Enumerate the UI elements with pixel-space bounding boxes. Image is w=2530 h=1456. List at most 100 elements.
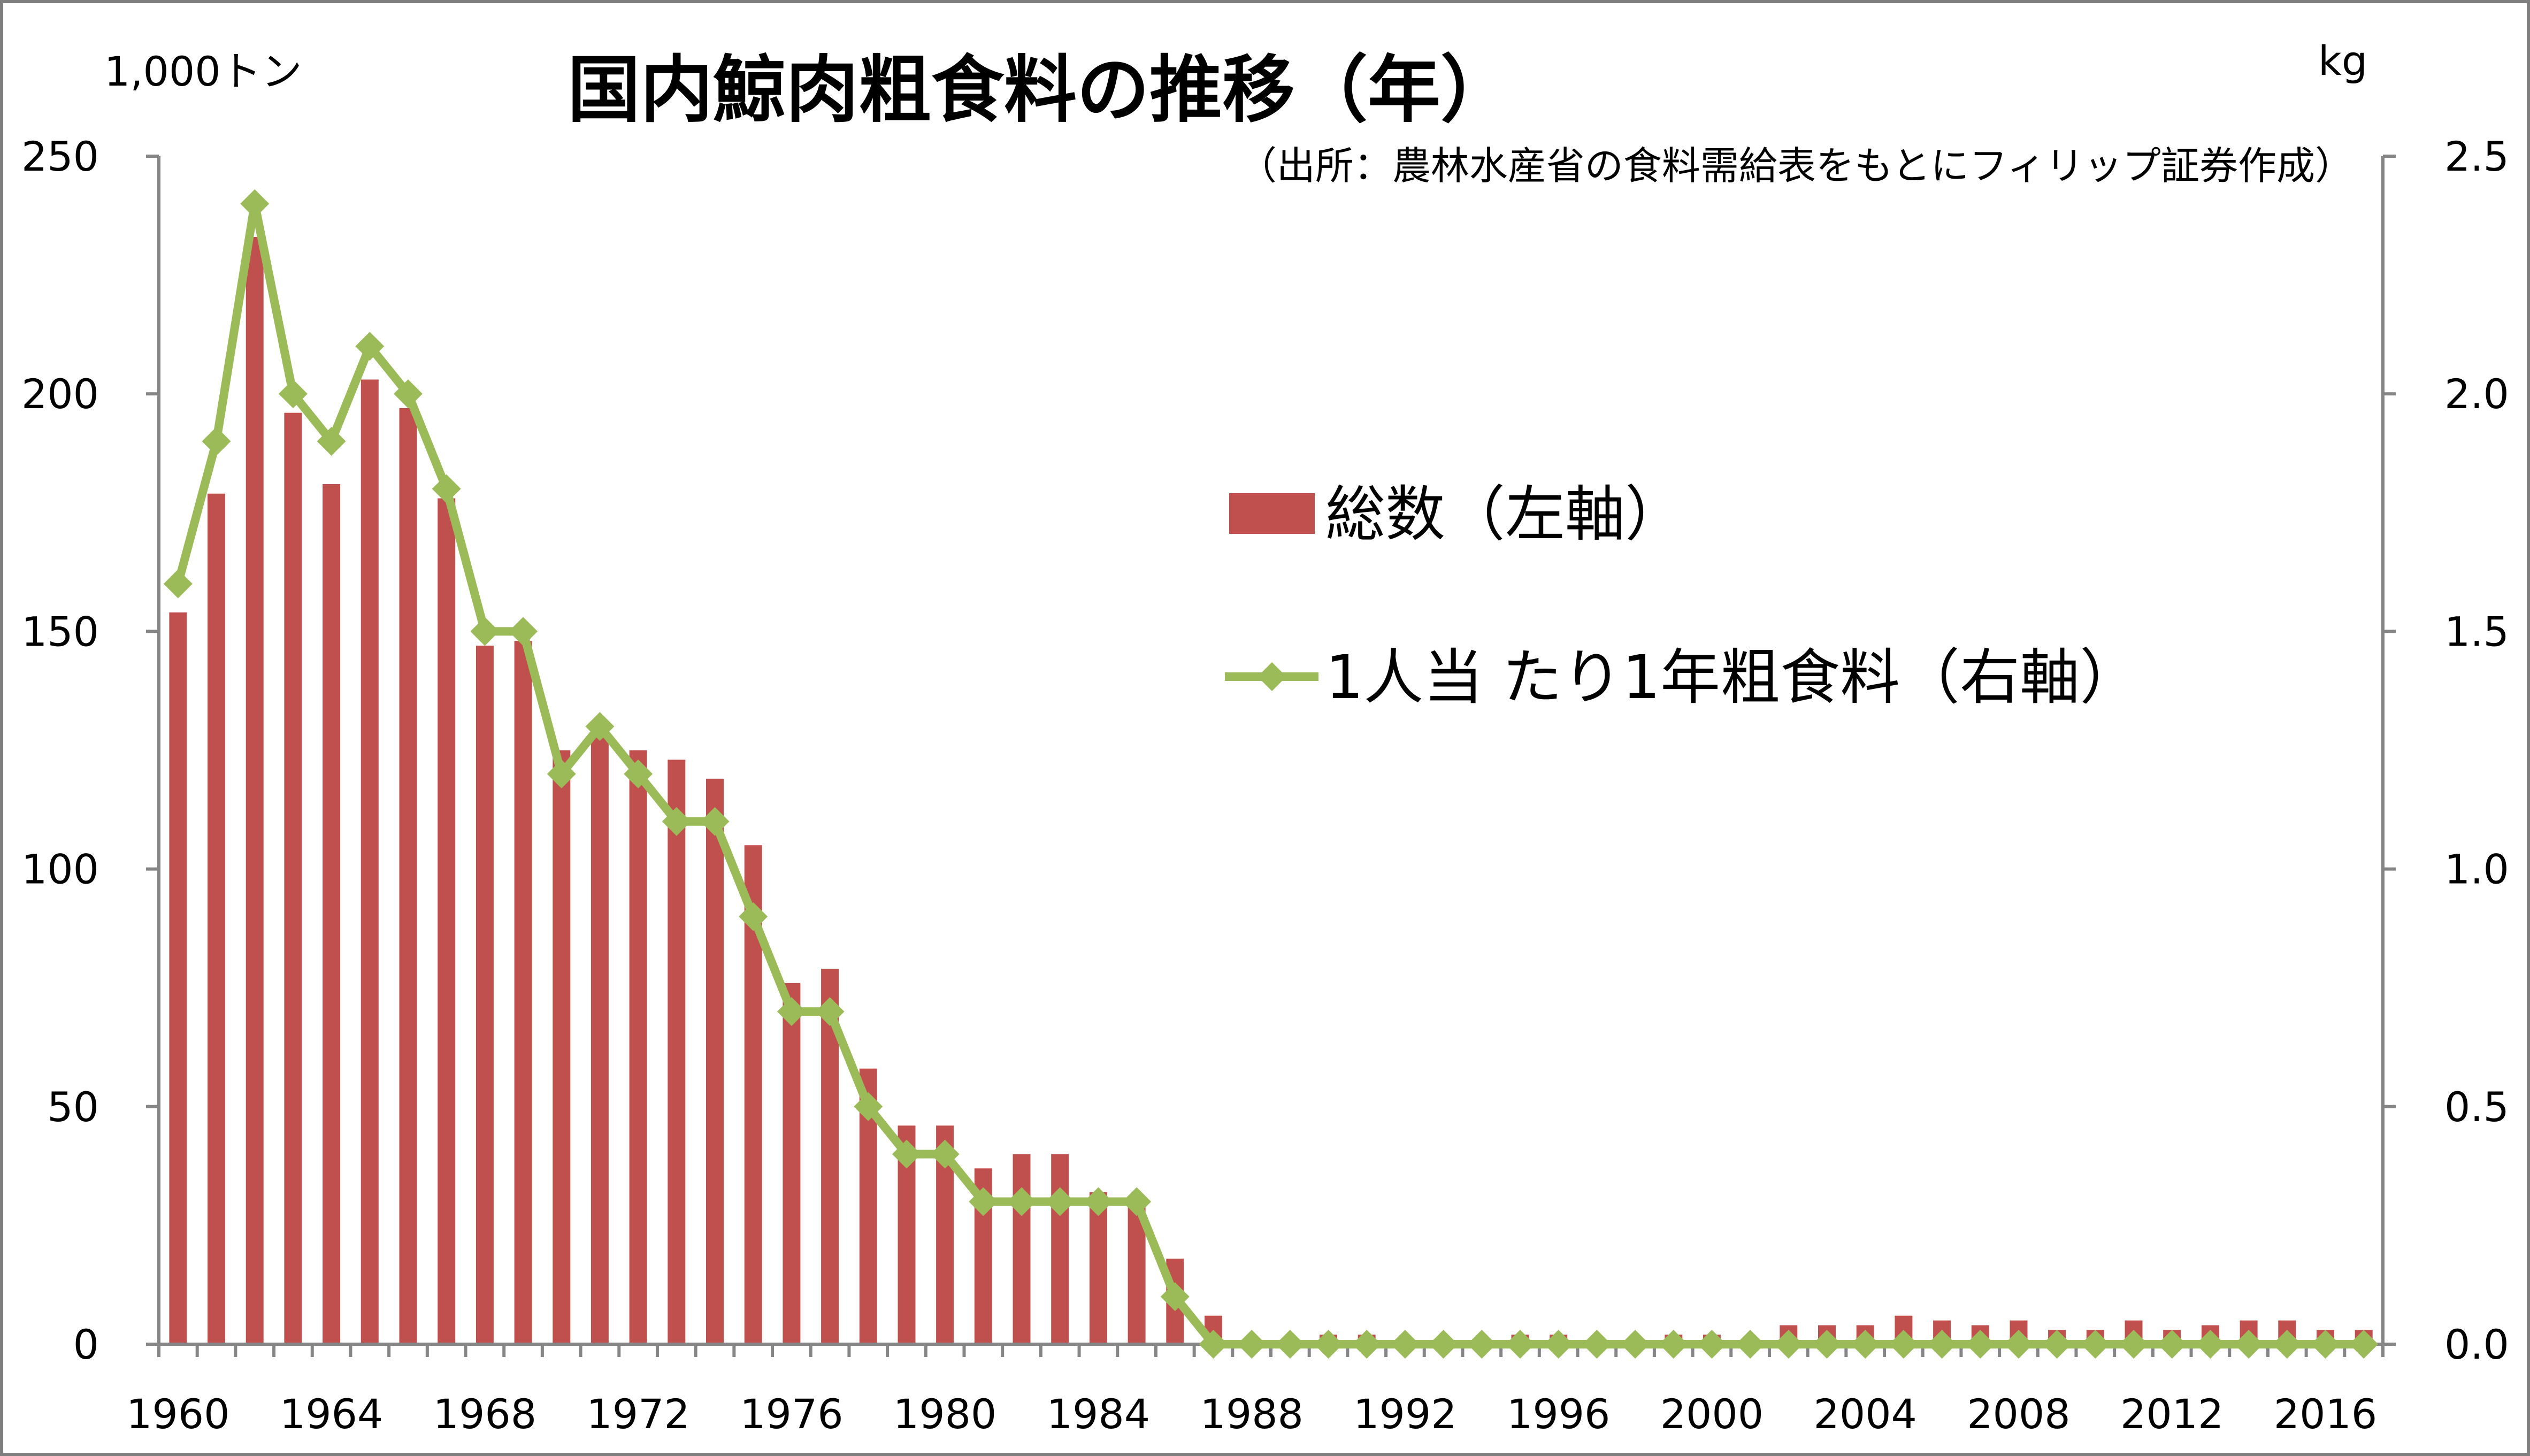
point-1981 <box>969 1187 998 1216</box>
point-1968 <box>470 617 500 646</box>
legend-diamond-marker <box>1258 662 1286 691</box>
point-1987 <box>1199 1330 1228 1359</box>
right-tick-label: 0.0 <box>2444 1321 2509 1368</box>
point-1965 <box>355 332 385 361</box>
x-tick-label: 2016 <box>2274 1390 2377 1438</box>
x-tick-label: 1996 <box>1507 1390 1610 1438</box>
bar-1982 <box>1013 1154 1031 1344</box>
point-1982 <box>1007 1187 1037 1216</box>
x-tick-label: 1972 <box>586 1390 689 1438</box>
point-1963 <box>278 379 308 409</box>
x-tick-label: 2008 <box>1967 1390 2070 1438</box>
bar-1966 <box>399 408 417 1344</box>
right-tick-label: 0.5 <box>2444 1083 2509 1131</box>
point-1972 <box>624 759 653 788</box>
point-2003 <box>1812 1330 1842 1359</box>
point-1976 <box>777 997 806 1026</box>
chart-subtitle: （出所：農林水産省の食料需給表をもとにフィリップ証券作成） <box>1238 143 2353 188</box>
series-line-per-capita <box>174 199 2364 1348</box>
legend-bar-swatch <box>1229 493 1315 534</box>
right-tick-label: 2.0 <box>2444 370 2509 418</box>
point-1999 <box>1659 1330 1688 1359</box>
x-tick-label: 1980 <box>893 1390 996 1438</box>
x-tick-label: 1964 <box>280 1390 383 1438</box>
point-2017 <box>2349 1330 2379 1359</box>
left-tick-label: 100 <box>21 846 99 893</box>
point-1969 <box>509 617 538 646</box>
right-tick-label: 2.5 <box>2444 133 2509 180</box>
left-tick-label: 250 <box>21 133 99 180</box>
left-axis-unit: 1,000トン <box>104 48 302 95</box>
left-tick-label: 0 <box>73 1321 99 1368</box>
bar-1964 <box>323 484 341 1344</box>
x-tick-label: 1968 <box>433 1390 536 1438</box>
point-1967 <box>432 474 461 503</box>
point-1998 <box>1621 1330 1650 1359</box>
bar-series <box>169 237 2373 1345</box>
right-tick-label: 1.5 <box>2444 608 2509 655</box>
bar-1976 <box>783 983 801 1344</box>
point-1990 <box>1314 1330 1343 1359</box>
line-series <box>163 189 2379 1359</box>
right-tick-label: 1.0 <box>2444 846 2509 893</box>
bar-1961 <box>208 493 225 1344</box>
point-1993 <box>1429 1330 1458 1359</box>
point-2005 <box>1889 1330 1918 1359</box>
bar-1983 <box>1051 1154 1069 1344</box>
x-tick-label: 1988 <box>1200 1390 1303 1438</box>
point-2014 <box>2234 1330 2264 1359</box>
point-1992 <box>1390 1330 1420 1359</box>
bar-1970 <box>553 750 571 1344</box>
point-2009 <box>2042 1330 2072 1359</box>
x-tick-label: 1960 <box>126 1390 229 1438</box>
point-1991 <box>1352 1330 1382 1359</box>
left-tick-label: 50 <box>47 1083 99 1131</box>
point-1979 <box>892 1139 921 1169</box>
point-2012 <box>2157 1330 2187 1359</box>
legend-label-total: 総数（左軸） <box>1325 480 1685 549</box>
point-1974 <box>700 807 730 836</box>
legend-label-per-capita: 1人当 たり1年粗食料（右軸） <box>1325 643 2140 712</box>
point-1975 <box>739 902 768 931</box>
point-1989 <box>1275 1330 1305 1359</box>
bar-1963 <box>284 412 302 1345</box>
left-tick-label: 150 <box>21 608 99 655</box>
bar-1969 <box>514 641 532 1344</box>
point-2011 <box>2119 1330 2149 1359</box>
bar-1967 <box>438 498 456 1344</box>
point-1960 <box>163 569 193 599</box>
point-1984 <box>1084 1187 1113 1216</box>
point-2007 <box>1966 1330 1995 1359</box>
point-2015 <box>2272 1330 2302 1359</box>
point-2013 <box>2196 1330 2225 1359</box>
x-tick-label: 2012 <box>2120 1390 2224 1438</box>
x-tick-label: 2004 <box>1813 1390 1916 1438</box>
x-tick-label: 2000 <box>1660 1390 1764 1438</box>
bar-1965 <box>361 379 379 1344</box>
point-1996 <box>1544 1330 1573 1359</box>
point-1977 <box>815 997 845 1026</box>
point-1988 <box>1237 1330 1267 1359</box>
point-2001 <box>1736 1330 1765 1359</box>
x-tick-label: 1992 <box>1353 1390 1456 1438</box>
bar-1972 <box>629 750 647 1344</box>
chart-title: 国内鯨肉粗食料の推移（年） <box>568 48 1513 133</box>
point-1962 <box>240 189 270 218</box>
left-tick-label: 200 <box>21 370 99 418</box>
point-1994 <box>1467 1330 1497 1359</box>
legend: 総数（左軸） 1人当 たり1年粗食料（右軸） <box>1225 480 2140 712</box>
point-1971 <box>585 712 615 741</box>
point-2008 <box>2004 1330 2033 1359</box>
point-1961 <box>202 427 231 456</box>
point-1970 <box>547 759 576 788</box>
bar-1973 <box>668 760 686 1344</box>
point-2010 <box>2081 1330 2110 1359</box>
point-1983 <box>1045 1187 1075 1216</box>
point-2002 <box>1774 1330 1803 1359</box>
point-1997 <box>1582 1330 1612 1359</box>
point-2016 <box>2311 1330 2340 1359</box>
right-axis-unit: kg <box>2318 37 2367 85</box>
point-1980 <box>930 1139 960 1169</box>
